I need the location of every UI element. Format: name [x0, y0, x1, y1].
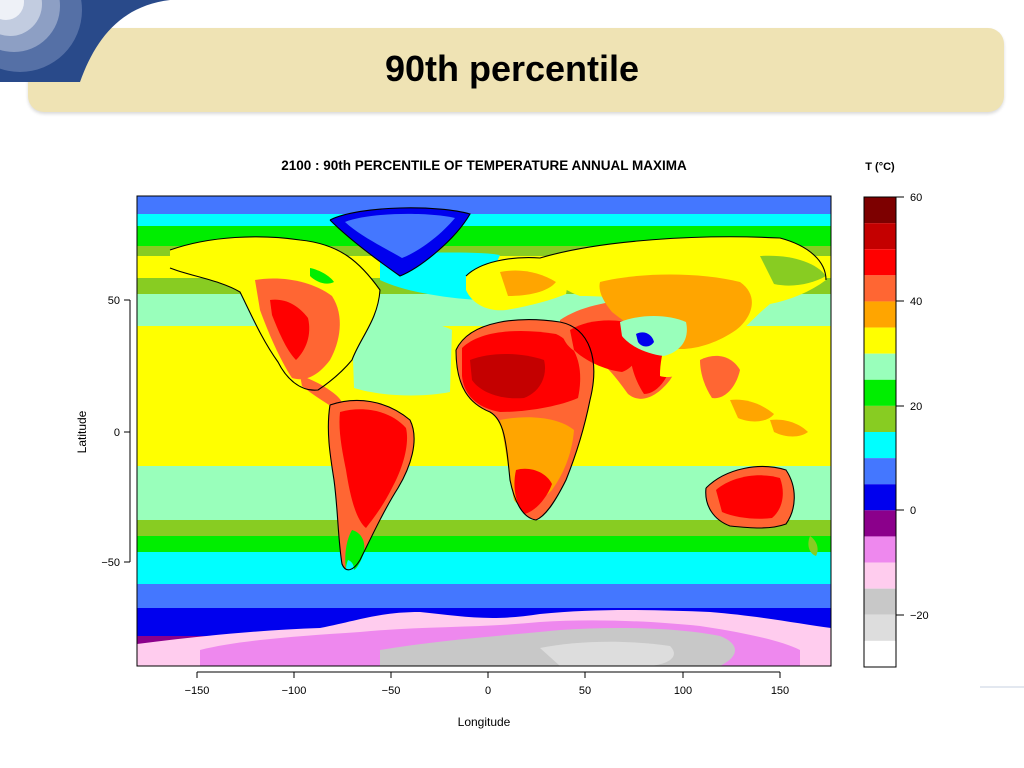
colorbar-swatch [864, 405, 896, 432]
colorbar-swatch [864, 588, 896, 615]
colorbar-swatch [864, 197, 896, 224]
colorbar-tick-label: −20 [910, 610, 929, 622]
x-tick-label: 0 [485, 685, 491, 697]
x-tick-label: −100 [282, 685, 307, 697]
x-axis: −150 −100 −50 0 50 100 150 [185, 671, 789, 697]
slide-title: 90th percentile [384, 48, 640, 89]
figure-title: 2100 : 90th PERCENTILE OF TEMPERATURE AN… [281, 158, 687, 173]
colorbar-swatch [864, 614, 896, 641]
x-tick-label: 50 [579, 685, 591, 697]
y-tick-label: −50 [101, 557, 120, 569]
colorbar-swatch [864, 301, 896, 328]
x-tick-label: −50 [382, 685, 401, 697]
colorbar-swatch [864, 510, 896, 537]
colorbar-tick-label: 40 [910, 296, 922, 308]
map-frame [136, 195, 832, 667]
x-tick-label: 150 [771, 685, 789, 697]
colorbar [863, 196, 897, 668]
y-axis: 50 0 −50 [101, 295, 131, 569]
colorbar-frame [863, 196, 897, 668]
colorbar-swatch [864, 432, 896, 459]
colorbar-swatch [864, 275, 896, 302]
y-tick-label: 0 [114, 427, 120, 439]
legend-title: T (°C) [865, 161, 895, 173]
colorbar-swatch [864, 327, 896, 354]
x-tick-label: −150 [185, 685, 210, 697]
x-axis-label: Longitude [458, 715, 511, 729]
colorbar-swatch [864, 353, 896, 380]
colorbar-tick-label: 60 [910, 192, 922, 204]
footer-divider [980, 686, 1024, 688]
colorbar-swatch [864, 223, 896, 250]
colorbar-swatch [864, 562, 896, 589]
colorbar-swatch [864, 536, 896, 563]
colorbar-swatch [864, 484, 896, 511]
colorbar-ticks: 60 40 20 0 −20 [896, 192, 929, 622]
swirl-logo [0, 0, 170, 82]
colorbar-tick-label: 0 [910, 505, 916, 517]
colorbar-swatch [864, 379, 896, 406]
colorbar-swatch [864, 640, 896, 667]
x-tick-label: 100 [674, 685, 692, 697]
y-tick-label: 50 [108, 295, 120, 307]
y-axis-label: Latitude [75, 410, 89, 453]
colorbar-swatch [864, 249, 896, 276]
header-band [28, 28, 1004, 112]
temperature-map [137, 196, 831, 666]
colorbar-swatch [864, 458, 896, 485]
colorbar-tick-label: 20 [910, 401, 922, 413]
